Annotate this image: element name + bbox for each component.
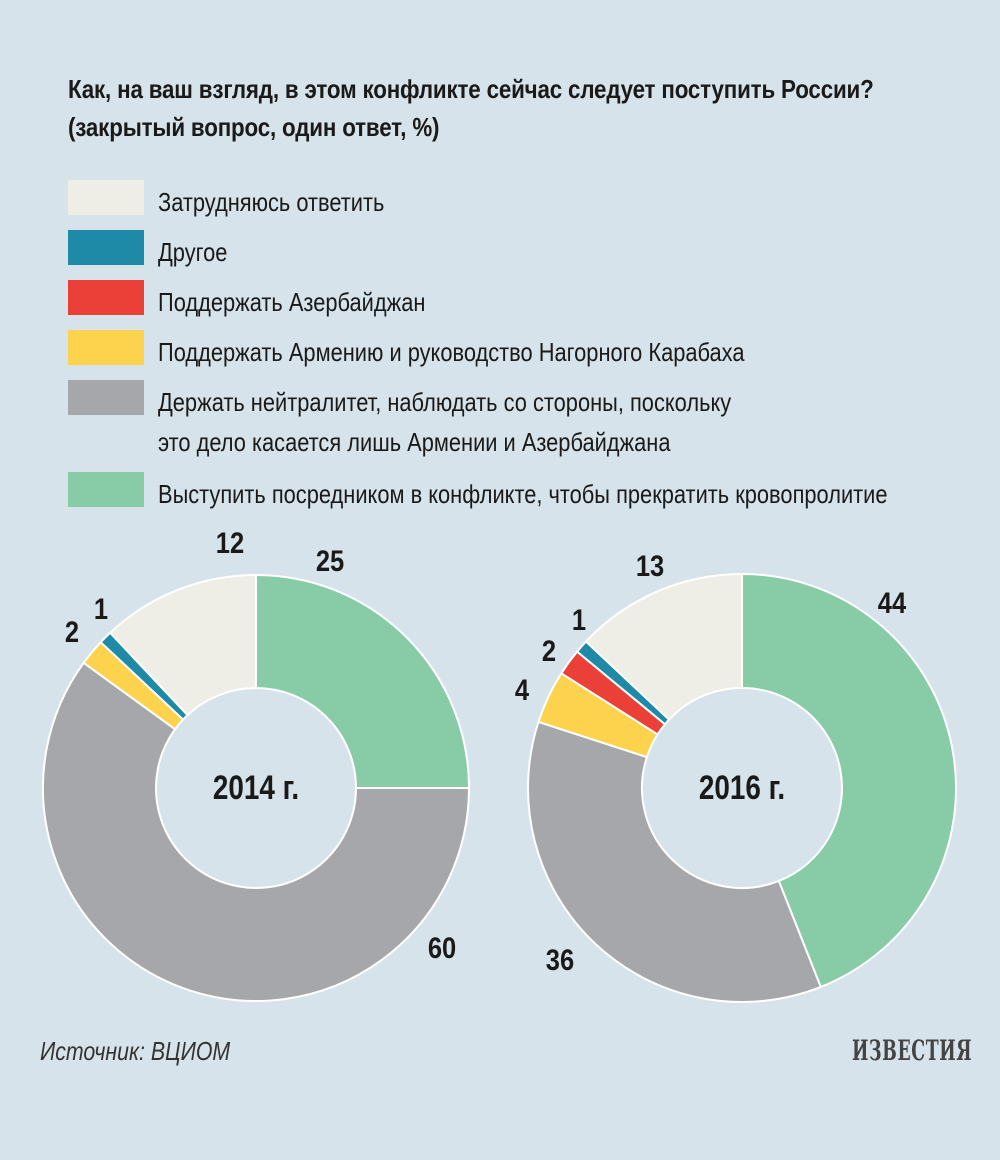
value-label-mediator: 44: [878, 586, 907, 619]
legend-swatch: [68, 280, 144, 315]
value-label-neutrality: 36: [546, 943, 574, 976]
slice-mediator: [741, 572, 957, 989]
value-label-armenia: 4: [515, 673, 530, 706]
value-label-azerbaijan: 2: [542, 634, 556, 667]
legend-swatch: [68, 380, 144, 415]
slice-difficult: [584, 572, 743, 721]
value-label-neutrality: 60: [428, 931, 456, 964]
donut-chart-2: 44 36 421 13 2016 г.: [515, 549, 957, 1003]
legend-label: Другое: [158, 237, 228, 267]
center-label-year: 2014 г.: [213, 768, 299, 806]
slice-difficult: [108, 573, 257, 717]
legend-label: Выступить посредником в конфликте, чтобы…: [158, 479, 888, 509]
value-label-other: 1: [94, 592, 108, 625]
slice-neutrality: [42, 661, 471, 1002]
legend-label: Поддержать Армению и руководство Нагорно…: [158, 337, 745, 367]
value-label-mediator: 25: [316, 544, 344, 577]
value-label-difficult: 12: [216, 526, 244, 559]
legend-swatch: [68, 330, 144, 365]
donut-chart-1: 25 60 21 12 2014 г.: [42, 526, 471, 1002]
source-note: Источник: ВЦИОМ: [40, 1036, 231, 1066]
value-label-other: 1: [572, 603, 586, 636]
legend-swatch: [68, 230, 144, 265]
izvestia-logo: ИЗВЕСТИЯ: [852, 1034, 973, 1067]
center-label-year: 2016 г.: [699, 768, 785, 806]
chart-title-line-1: Как, на ваш взгляд, в этом конфликте сей…: [68, 74, 874, 104]
legend-label: Поддержать Азербайджан: [158, 287, 426, 317]
legend-swatch: [68, 180, 144, 215]
legend-label: Затрудняюсь ответить: [158, 187, 385, 217]
value-label-armenia: 2: [65, 615, 79, 648]
value-label-difficult: 13: [636, 549, 664, 582]
legend-label: Держать нейтралитет, наблюдать со сторон…: [158, 387, 732, 457]
slice-mediator: [255, 573, 471, 789]
slice-neutrality: [527, 720, 823, 1003]
chart-title: Как, на ваш взгляд, в этом конфликте сей…: [68, 70, 874, 146]
legend-swatch: [68, 472, 144, 507]
chart-title-line-2: (закрытый вопрос, один ответ, %): [68, 112, 440, 142]
